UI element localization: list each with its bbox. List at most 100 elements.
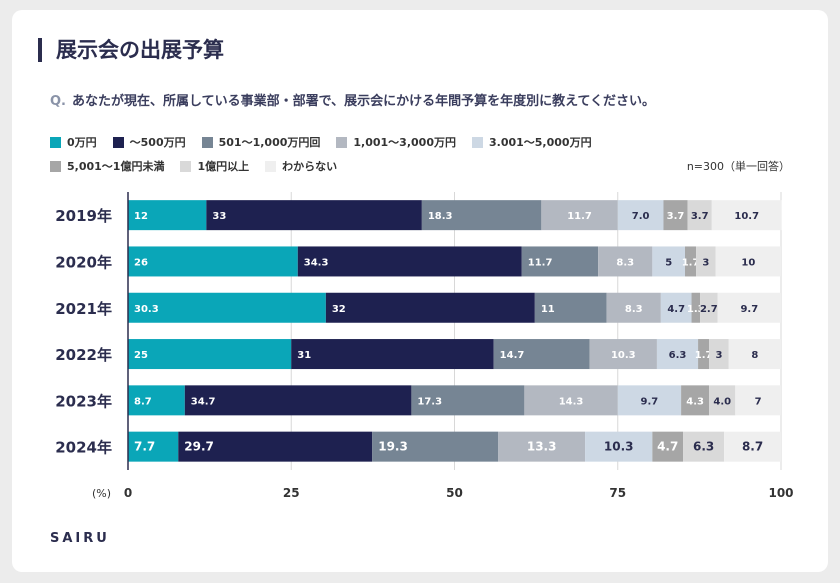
x-axis-label: (%) — [92, 487, 111, 500]
data-label: 8.7 — [134, 396, 152, 407]
bar-segment — [541, 200, 618, 231]
bar-segment — [709, 385, 736, 416]
category-label: 2023年 — [55, 392, 112, 410]
legend-item: わからない — [265, 158, 337, 174]
data-label: 29.7 — [184, 440, 214, 454]
bar-segment — [128, 292, 326, 323]
data-label: 17.3 — [417, 396, 442, 407]
bar-segment — [617, 200, 664, 231]
data-label: 34.3 — [304, 257, 329, 268]
data-label: 7.7 — [134, 440, 155, 454]
data-label: 9.7 — [740, 304, 758, 315]
x-tick-label: 0 — [124, 486, 132, 500]
chart-card — [12, 10, 828, 572]
bar-segment — [652, 246, 686, 277]
data-label: 3.7 — [667, 211, 685, 222]
data-label: 14.3 — [559, 396, 584, 407]
bar-segment — [735, 385, 781, 416]
bar-segment — [297, 246, 522, 277]
data-label: 7.0 — [632, 211, 650, 222]
data-label: 9.7 — [641, 396, 659, 407]
brand-logo: SAIRU — [50, 531, 110, 546]
legend-label: 5,001～1億円未満 — [67, 160, 165, 173]
data-label: 11.7 — [528, 257, 553, 268]
legend-item: ～500万円 — [112, 134, 186, 150]
legend-swatch — [50, 136, 61, 148]
category-label: 2024年 — [55, 439, 112, 457]
bar-segment — [411, 385, 525, 416]
bar-segment — [206, 200, 422, 231]
data-label: 11 — [541, 304, 555, 315]
legend-label: 1,001～3,000万円 — [353, 136, 456, 149]
legend-row-1: 0万円 ～500万円 501～1,000万円回 1,001～3,000万円 3.001～… — [50, 134, 592, 150]
bar-segment — [521, 246, 599, 277]
bar-segment — [128, 431, 179, 462]
bar-segment — [656, 339, 699, 370]
bar-segment — [493, 339, 590, 370]
bar-segment — [524, 385, 618, 416]
bar-segment — [606, 292, 661, 323]
data-label: 8.3 — [625, 304, 643, 315]
bar-segment — [700, 292, 718, 323]
data-label: 31 — [297, 350, 311, 361]
data-label: 10.3 — [611, 350, 636, 361]
x-tick-label: 50 — [446, 486, 463, 500]
data-label: 5 — [665, 257, 672, 268]
legend-item: 3.001～5,000万円 — [471, 134, 592, 150]
bar-segment — [128, 200, 207, 231]
data-label: 4.0 — [713, 396, 731, 407]
legend-item: 1億円以上 — [180, 158, 249, 174]
category-label: 2020年 — [55, 253, 112, 271]
data-label: 14.7 — [500, 350, 525, 361]
data-label: 26 — [134, 257, 148, 268]
legend-item: 1,001～3,000万円 — [336, 134, 456, 150]
x-tick-label: 75 — [609, 486, 626, 500]
data-label: 33 — [212, 211, 226, 222]
data-label: 4.3 — [686, 396, 704, 407]
bar-segment — [724, 431, 781, 462]
legend-label: 3.001～5,000万円 — [488, 136, 592, 149]
bar-segment — [663, 200, 688, 231]
data-label: 1.7 — [695, 350, 713, 361]
bar-segment — [709, 339, 729, 370]
bar-segment — [421, 200, 542, 231]
x-tick-label: 25 — [283, 486, 300, 500]
legend-label: 0万円 — [67, 136, 97, 149]
category-label: 2022年 — [55, 346, 112, 364]
data-label: 8.3 — [616, 257, 634, 268]
data-label: 2.7 — [700, 304, 718, 315]
data-label: 3.7 — [691, 211, 709, 222]
category-label: 2019年 — [55, 207, 112, 225]
bar-segment — [184, 385, 412, 416]
data-label: 25 — [134, 350, 148, 361]
data-label: 4.7 — [657, 440, 678, 454]
legend-swatch — [180, 160, 192, 172]
legend-label: わからない — [282, 160, 338, 173]
data-label: 3 — [715, 350, 722, 361]
data-label: 11.7 — [567, 211, 592, 222]
legend-swatch — [50, 160, 61, 172]
sample-note: n=300（単一回答） — [686, 160, 790, 173]
bar-segment — [691, 292, 701, 323]
data-label: 6.3 — [669, 350, 687, 361]
data-label: 18.3 — [428, 211, 453, 222]
bar-segment — [711, 200, 782, 231]
data-label: 10.3 — [604, 440, 634, 454]
legend-row-2: 5,001～1億円未満 1億円以上 わからない — [50, 158, 337, 174]
legend-swatch — [265, 160, 277, 172]
data-label: 8 — [751, 350, 758, 361]
data-label: 30.3 — [134, 304, 159, 315]
bar-segment — [698, 339, 710, 370]
legend-item: 0万円 — [50, 134, 97, 150]
data-label: 1.3 — [687, 304, 705, 315]
bar-segment — [687, 200, 712, 231]
question-mark: Q. — [50, 94, 66, 109]
bar-segment — [717, 292, 781, 323]
legend-item: 501～1,000万円回 — [201, 134, 320, 150]
bar-segment — [617, 385, 682, 416]
bar-segment — [372, 431, 499, 462]
bar-segment — [128, 339, 292, 370]
bar-segment — [715, 246, 781, 277]
legend-swatch — [201, 136, 213, 148]
